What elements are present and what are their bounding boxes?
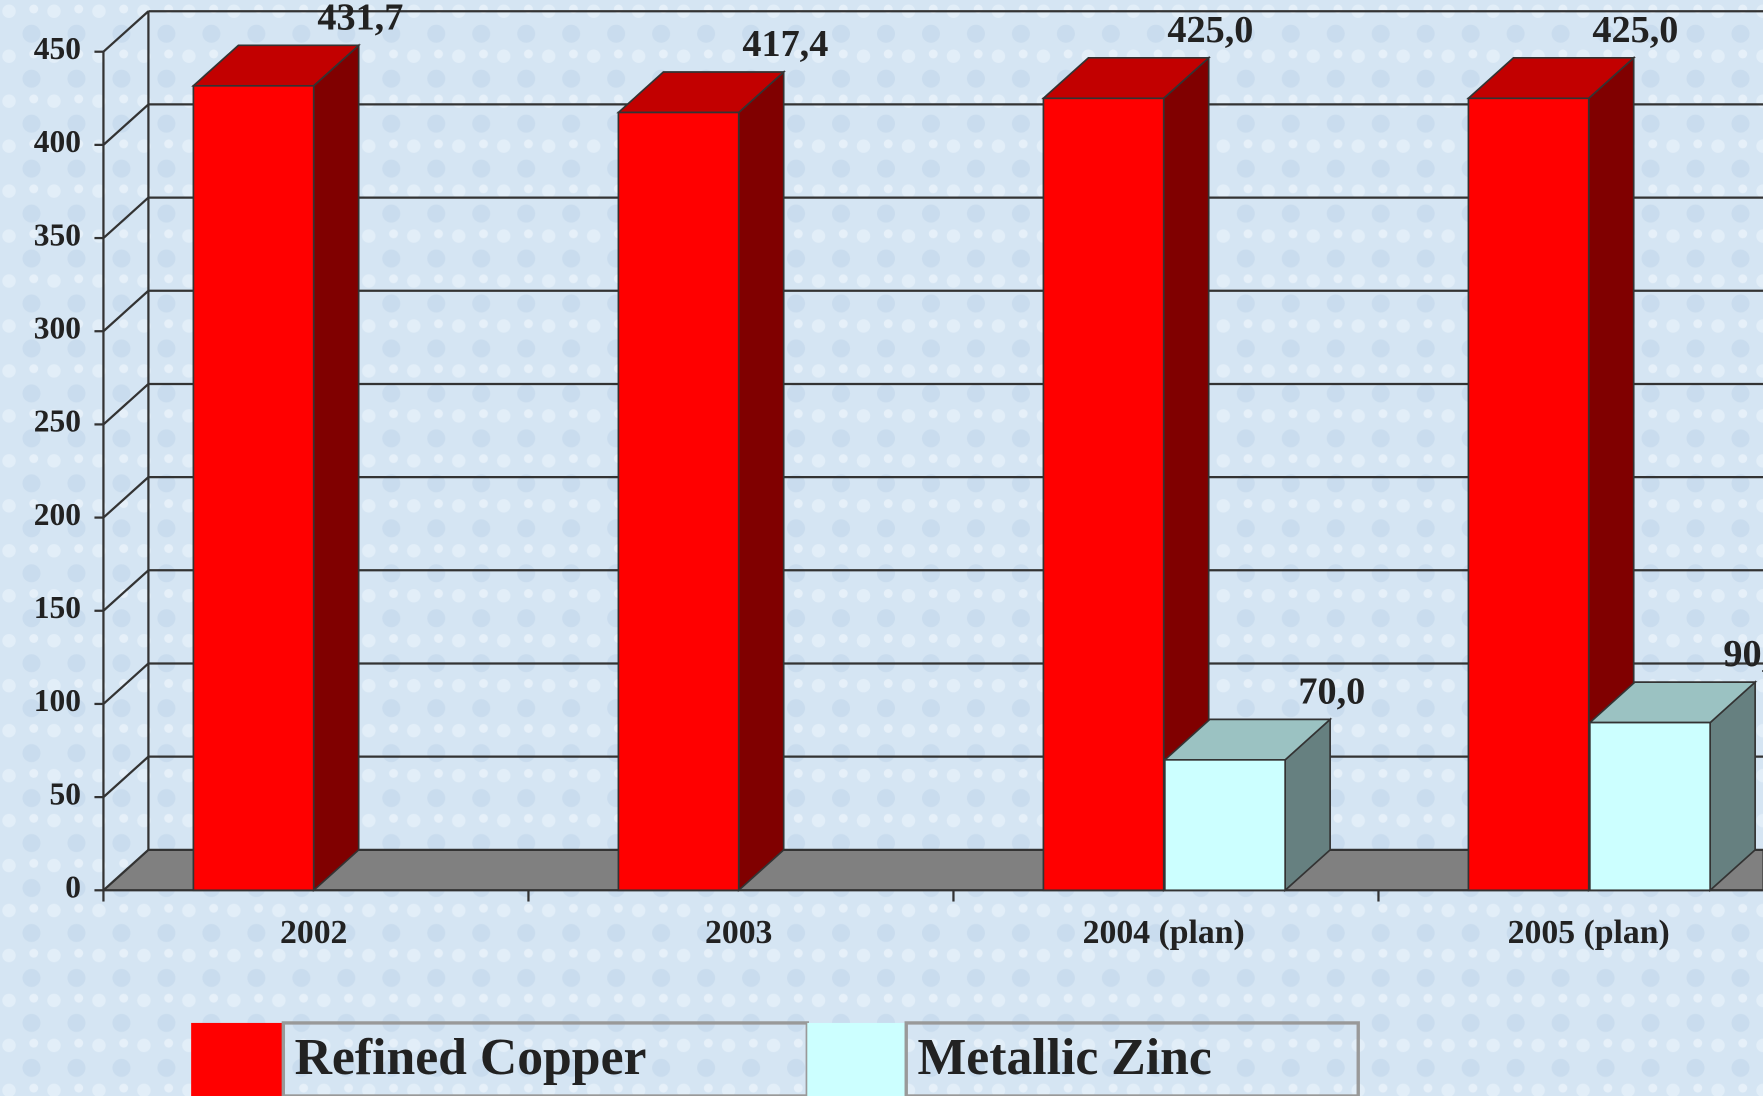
grid-line (102, 289, 150, 333)
grid-line (102, 755, 150, 798)
bar-front (1042, 97, 1165, 892)
y-tick-label: 300 (34, 310, 81, 345)
legend-swatch (191, 1022, 284, 1096)
x-tick-label: 2002 (280, 914, 347, 951)
y-tick-label: 50 (49, 776, 80, 811)
y-tick-label: 350 (34, 217, 81, 252)
bar (1162, 717, 1333, 893)
x-tick-label: 2005 (plan) (1508, 914, 1670, 951)
y-tick-label: 400 (34, 124, 81, 159)
grid-line (102, 10, 150, 53)
grid-line (102, 569, 150, 612)
bar-front (1163, 759, 1286, 892)
grid-line (102, 848, 150, 892)
legend-label: Metallic Zinc (917, 1029, 1211, 1086)
bar-front (1467, 97, 1590, 892)
bar (616, 70, 786, 893)
value-label: 431,7 (317, 0, 403, 38)
y-tick-label: 150 (34, 590, 81, 625)
bar (1466, 55, 1636, 893)
grid-line (102, 476, 150, 519)
x-tick-label: 2003 (705, 914, 772, 951)
y-tick-label: 200 (34, 497, 81, 532)
legend-label: Refined Copper (295, 1029, 647, 1086)
legend-swatch (807, 1022, 907, 1096)
bar-front (1589, 721, 1711, 892)
grid-line (102, 103, 150, 146)
y-tick-label: 0 (65, 870, 81, 905)
y-tick-label: 450 (34, 31, 81, 66)
x-tick-label: 2004 (plan) (1083, 914, 1245, 951)
value-label: 425,0 (1167, 9, 1253, 51)
grid-line (102, 662, 150, 705)
value-label: 70,0 (1298, 670, 1365, 712)
value-label: 90,0 (1723, 633, 1763, 675)
grid-line (102, 196, 150, 239)
bar-front (617, 111, 740, 892)
value-label: 425,0 (1592, 9, 1678, 51)
y-tick-label: 250 (34, 404, 81, 439)
bar (191, 43, 361, 893)
bar-side (312, 43, 360, 893)
bar-side (737, 70, 785, 893)
value-label: 417,4 (742, 23, 828, 65)
bar (1587, 680, 1758, 893)
y-tick-label: 100 (34, 683, 81, 718)
legend-box (904, 1021, 1360, 1096)
bar-front (192, 84, 315, 892)
grid-line (102, 383, 150, 426)
bar (1041, 55, 1211, 893)
